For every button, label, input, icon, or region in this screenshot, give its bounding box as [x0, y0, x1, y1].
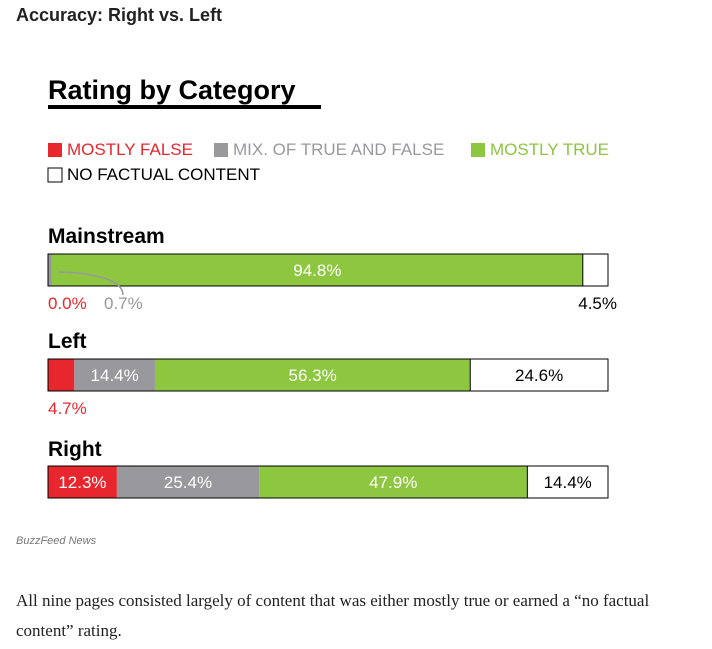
legend-label-mostly-false: MOSTLY FALSE	[67, 140, 193, 159]
bar-right-mostly-true	[259, 466, 528, 498]
bar-outline-mainstream	[47, 253, 609, 287]
bar-group-mainstream: Mainstream 0.0% 0.7% 94.8% 4.5%	[47, 225, 617, 313]
bar-group-right: Right 12.3% 25.4% 47.9% 14.4%	[47, 438, 609, 499]
chart-title: Rating by Category	[48, 75, 296, 105]
data-label-left-no-factual-content: 24.6%	[515, 366, 563, 385]
bar-right-mix-of-true-and-false	[116, 466, 260, 498]
chart-legend: MOSTLY FALSE MIX. OF TRUE AND FALSE MOSTLY…	[47, 140, 609, 184]
bar-left-mostly-false	[48, 359, 75, 391]
bar-left-mostly-true	[154, 359, 471, 391]
data-label-right-mostly-false: 12.3%	[58, 473, 106, 492]
data-label-mainstream-mostly-false: 0.0%	[48, 294, 87, 313]
data-label-mainstream-mostly-true: 94.8%	[293, 261, 341, 280]
legend-label-mix-of-true-and-false: MIX. OF TRUE AND FALSE	[233, 140, 444, 159]
legend-swatch-no-factual-content	[47, 167, 63, 183]
article-heading: Accuracy: Right vs. Left	[16, 5, 223, 25]
leader-line-mainstream-mix-of-true-and-false	[57, 271, 124, 296]
chart-credit: BuzzFeed News	[16, 535, 97, 547]
category-label-left: Left	[48, 330, 87, 353]
bar-group-left: Left 4.7%14.4% 56.3% 24.6%	[47, 330, 609, 418]
data-label-mainstream-mix-of-true-and-false: 0.7%	[104, 294, 143, 313]
legend-swatch-mix-of-true-and-false	[214, 143, 228, 157]
data-label-right-mix-of-true-and-false: 25.4%	[164, 473, 212, 492]
data-label-left-mostly-false: 4.7%	[48, 399, 87, 418]
data-label-right-mostly-true: 47.9%	[369, 473, 417, 492]
bar-mainstream-mix-of-true-and-false	[48, 254, 52, 286]
legend-label-no-factual-content: NO FACTUAL CONTENT	[67, 165, 260, 184]
legend-label-mostly-true: MOSTLY TRUE	[490, 140, 609, 159]
article-caption: All nine pages consisted largely of cont…	[16, 591, 650, 640]
bar-outline-left	[47, 358, 609, 392]
bar-mainstream-mostly-true	[51, 254, 583, 286]
legend-swatch-mostly-true	[471, 143, 485, 157]
bar-left-mix-of-true-and-false	[74, 359, 155, 391]
bar-outline-right	[47, 465, 609, 499]
stacked-bar-chart: Rating by Category MOSTLY FALSE MIX. OF T…	[47, 75, 617, 499]
data-label-left-mix-of-true-and-false: 14.4%	[91, 366, 139, 385]
category-label-right: Right	[48, 438, 102, 461]
data-label-right-no-factual-content: 14.4%	[544, 473, 592, 492]
category-label-mainstream: Mainstream	[48, 225, 165, 248]
legend-swatch-mostly-false	[48, 143, 62, 157]
bar-mainstream-no-factual-content	[582, 253, 609, 287]
data-label-mainstream-no-factual-content: 4.5%	[578, 294, 617, 313]
bar-right-mostly-false	[48, 466, 117, 498]
data-label-left-mostly-true: 56.3%	[288, 366, 336, 385]
